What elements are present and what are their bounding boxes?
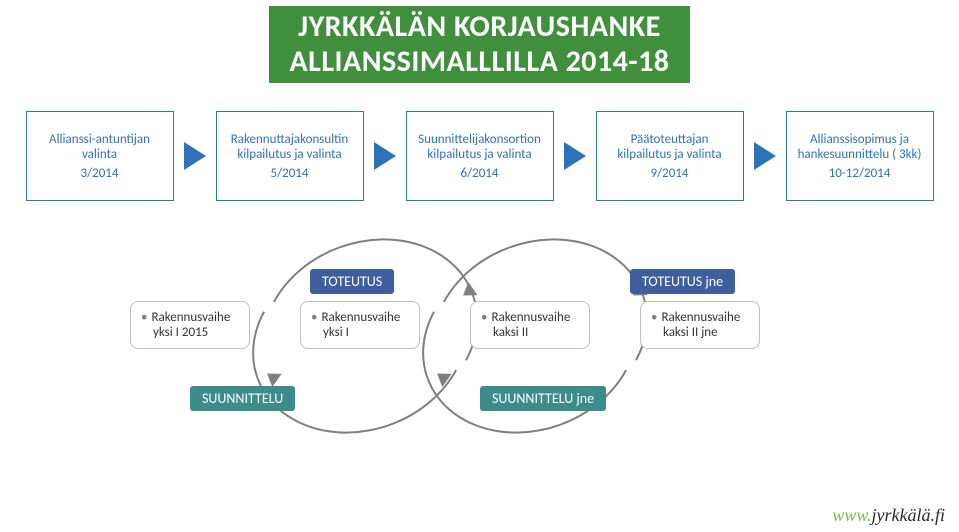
flow-node-3-date: 6/2014 [461, 166, 499, 181]
flow-arrow [754, 142, 776, 170]
card-line: yksi I [323, 325, 349, 340]
cycle-diagram: TOTEUTUS TOTEUTUS jne SUUNNITTELU SUUNNI… [0, 231, 959, 471]
title-line1: JYRKKÄLÄN KORJAUSHANKE [289, 10, 669, 45]
card-phase-3: Rakennusvaihe kaksi II [470, 301, 590, 349]
flow-node-5-label: Allianssisopimus ja hankesuunnittelu ( 3… [793, 132, 927, 162]
card-phase-1: Rakennusvaihe yksi I 2015 [130, 301, 250, 349]
card-line: Rakennusvaihe [141, 310, 239, 325]
process-flow: Allianssi-antuntijan valinta 3/2014 Rake… [18, 111, 941, 201]
title-background: JYRKKÄLÄN KORJAUSHANKE ALLIANSSIMALLLILL… [269, 6, 689, 83]
flow-node-5: Allianssisopimus ja hankesuunnittelu ( 3… [786, 111, 934, 201]
card-line: Rakennusvaihe [651, 310, 749, 325]
footer-prefix: www. [832, 505, 871, 525]
card-line: Rakennusvaihe [311, 310, 409, 325]
flow-node-4: Päätoteuttajan kilpailutus ja valinta 9/… [596, 111, 744, 201]
flow-node-1-date: 3/2014 [81, 166, 119, 181]
band-toteutus: TOTEUTUS [310, 269, 394, 294]
flow-node-1-label: Allianssi-antuntijan valinta [33, 132, 167, 162]
band-suunnittelu-jne-label: SUUNNITTELU jne [492, 390, 594, 407]
card-line: kaksi II jne [663, 325, 718, 340]
card-line: yksi I 2015 [153, 325, 208, 340]
title-line2: ALLIANSSIMALLLILLA 2014-18 [289, 45, 669, 80]
footer-url: www.jyrkkälä.fi [832, 505, 945, 526]
flow-node-4-label: Päätoteuttajan kilpailutus ja valinta [603, 132, 737, 162]
band-suunnittelu-jne: SUUNNITTELU jne [480, 386, 606, 411]
band-suunnittelu: SUUNNITTELU [190, 386, 295, 411]
card-phase-4: Rakennusvaihe kaksi II jne [640, 301, 760, 349]
card-line: Rakennusvaihe [481, 310, 579, 325]
flow-node-2-label: Rakennuttajakonsultin kilpailutus ja val… [223, 132, 357, 162]
band-toteutus-jne: TOTEUTUS jne [630, 269, 735, 294]
flow-arrow [564, 142, 586, 170]
flow-node-1: Allianssi-antuntijan valinta 3/2014 [26, 111, 174, 201]
card-line: kaksi II [493, 325, 528, 340]
card-phase-2: Rakennusvaihe yksi I [300, 301, 420, 349]
flow-arrow [184, 142, 206, 170]
page-title: JYRKKÄLÄN KORJAUSHANKE ALLIANSSIMALLLILL… [0, 0, 959, 83]
flow-node-3-label: Suunnittelijakonsortion kilpailutus ja v… [413, 132, 547, 162]
flow-arrow [374, 142, 396, 170]
flow-node-2: Rakennuttajakonsultin kilpailutus ja val… [216, 111, 364, 201]
flow-node-4-date: 9/2014 [651, 166, 689, 181]
footer-domain: jyrkkälä.fi [872, 505, 945, 525]
flow-node-2-date: 5/2014 [271, 166, 309, 181]
flow-node-5-date: 10-12/2014 [829, 166, 891, 181]
flow-node-3: Suunnittelijakonsortion kilpailutus ja v… [406, 111, 554, 201]
